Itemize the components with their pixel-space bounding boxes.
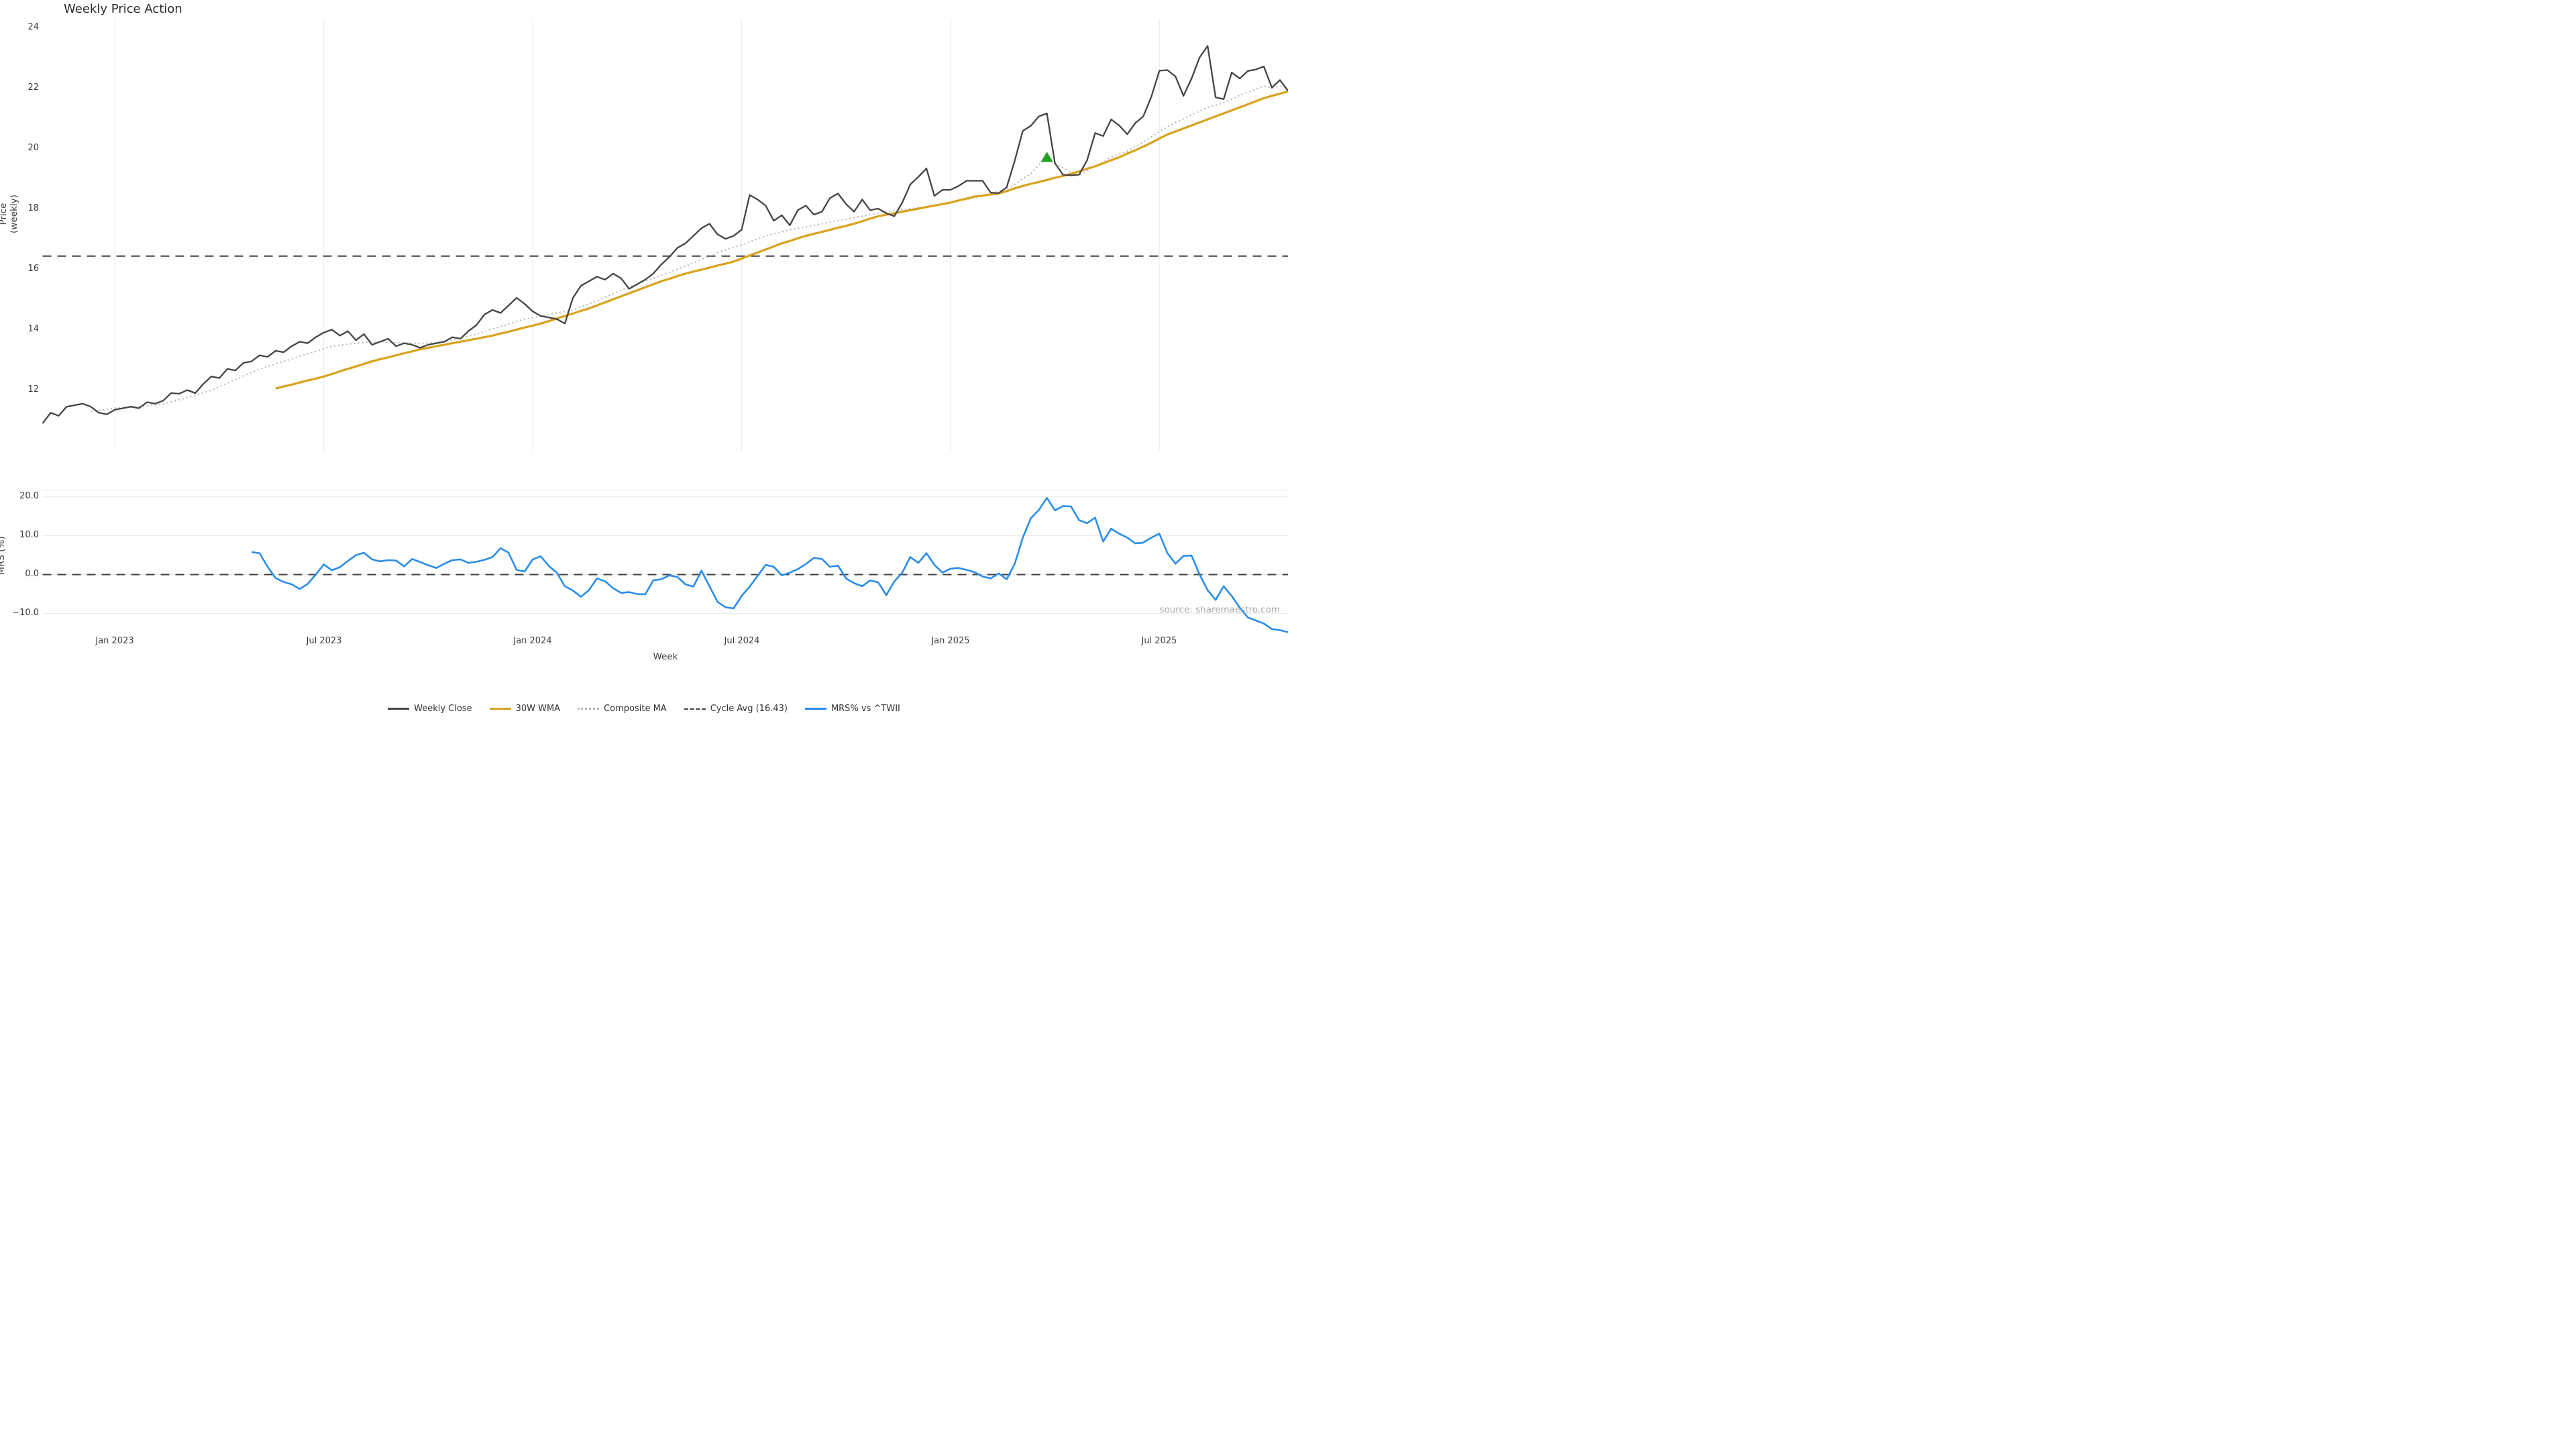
mrs-ytick-10: 10.0 [19, 530, 39, 540]
legend-item-30w-wma: 30W WMA [489, 704, 561, 714]
price-axis-label: Price (weekly) [0, 195, 19, 233]
xtick-jul-2024: Jul 2024 [724, 636, 760, 646]
legend-label-mrs: MRS% vs ^TWII [830, 704, 900, 714]
x-axis-label: Week [653, 651, 678, 662]
price-ytick-14: 14 [28, 324, 39, 334]
cycle-avg-line-swatch-icon [684, 708, 706, 710]
price-ytick-20: 20 [28, 143, 39, 153]
xtick-jan-2025: Jan 2025 [931, 636, 970, 646]
legend-item-mrs: MRS% vs ^TWII [804, 704, 900, 714]
price-ytick-16: 16 [28, 264, 39, 274]
mrs-ytick-0: 0.0 [25, 569, 39, 579]
chart-title: Weekly Price Action [64, 2, 182, 16]
price-ytick-18: 18 [28, 203, 39, 213]
weekly-close-line-swatch-icon [388, 708, 410, 710]
xtick-jul-2025: Jul 2025 [1141, 636, 1177, 646]
legend-label-30w-wma: 30W WMA [515, 704, 561, 714]
chart-legend: Weekly Close 30W WMA Composite MA Cycle … [0, 704, 1288, 714]
mrs-line-swatch-icon [804, 708, 826, 710]
composite-ma-line-swatch-icon [578, 708, 600, 710]
weekly-price-action-page: { "title": "Weekly Price Action", "sourc… [0, 0, 1288, 724]
price-ytick-22: 22 [28, 83, 39, 93]
legend-item-weekly-close: Weekly Close [388, 704, 472, 714]
source-note: source: sharemaestro.com [1159, 604, 1280, 615]
price-ytick-12: 12 [28, 384, 39, 394]
mrs-ytick-20: 20.0 [19, 491, 39, 501]
xtick-jan-2024: Jan 2024 [513, 636, 552, 646]
mrs-ytick-m10: −10.0 [12, 608, 39, 618]
legend-item-cycle-avg: Cycle Avg (16.43) [684, 704, 788, 714]
mrs-axis-label: MRS (%) [0, 536, 7, 575]
price-and-mrs-chart-svg [42, 19, 1288, 633]
wma-line-swatch-icon [489, 708, 511, 710]
legend-label-composite-ma: Composite MA [604, 704, 667, 714]
legend-item-composite-ma: Composite MA [578, 704, 667, 714]
legend-label-weekly-close: Weekly Close [414, 704, 472, 714]
price-ytick-24: 24 [28, 22, 39, 32]
xtick-jan-2023: Jan 2023 [95, 636, 134, 646]
xtick-jul-2023: Jul 2023 [306, 636, 342, 646]
legend-label-cycle-avg: Cycle Avg (16.43) [710, 704, 788, 714]
